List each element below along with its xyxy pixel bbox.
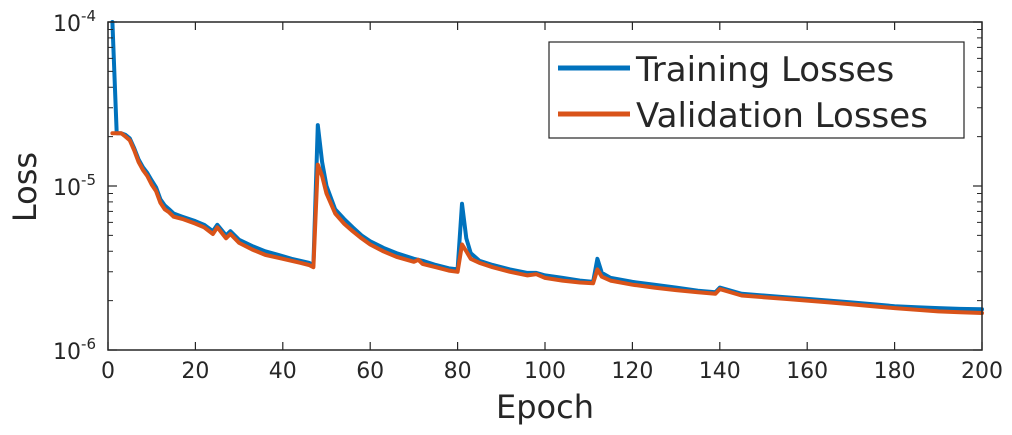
x-tick-label: 60: [356, 359, 384, 384]
y-tick-label: 10-6: [53, 335, 96, 365]
y-tick-label: 10-5: [53, 171, 96, 201]
y-tick-label: 10-4: [53, 7, 96, 37]
x-tick-label: 20: [181, 359, 209, 384]
x-axis-label: Epoch: [496, 388, 594, 426]
legend-label-training: Training Losses: [635, 50, 894, 90]
legend: Training Losses Validation Losses: [548, 41, 965, 139]
x-axis-ticks: 0 20 40 60 80 100 120 140 160 180 200: [101, 22, 1003, 384]
x-tick-label: 80: [444, 359, 472, 384]
x-tick-label: 180: [874, 359, 916, 384]
x-tick-label: 140: [699, 359, 741, 384]
y-axis-label: Loss: [6, 152, 44, 222]
x-tick-label: 0: [101, 359, 115, 384]
series-layer: [110, 20, 984, 315]
legend-label-validation: Validation Losses: [636, 96, 928, 136]
legend-box: [548, 41, 965, 139]
y-axis-ticks: 10-6 10-5 10-4: [53, 7, 982, 365]
x-tick-label: 40: [269, 359, 297, 384]
x-tick-label: 160: [786, 359, 828, 384]
x-tick-label: 200: [961, 359, 1003, 384]
series-line-validation: [110, 131, 984, 315]
x-tick-label: 120: [611, 359, 653, 384]
x-tick-label: 100: [524, 359, 566, 384]
